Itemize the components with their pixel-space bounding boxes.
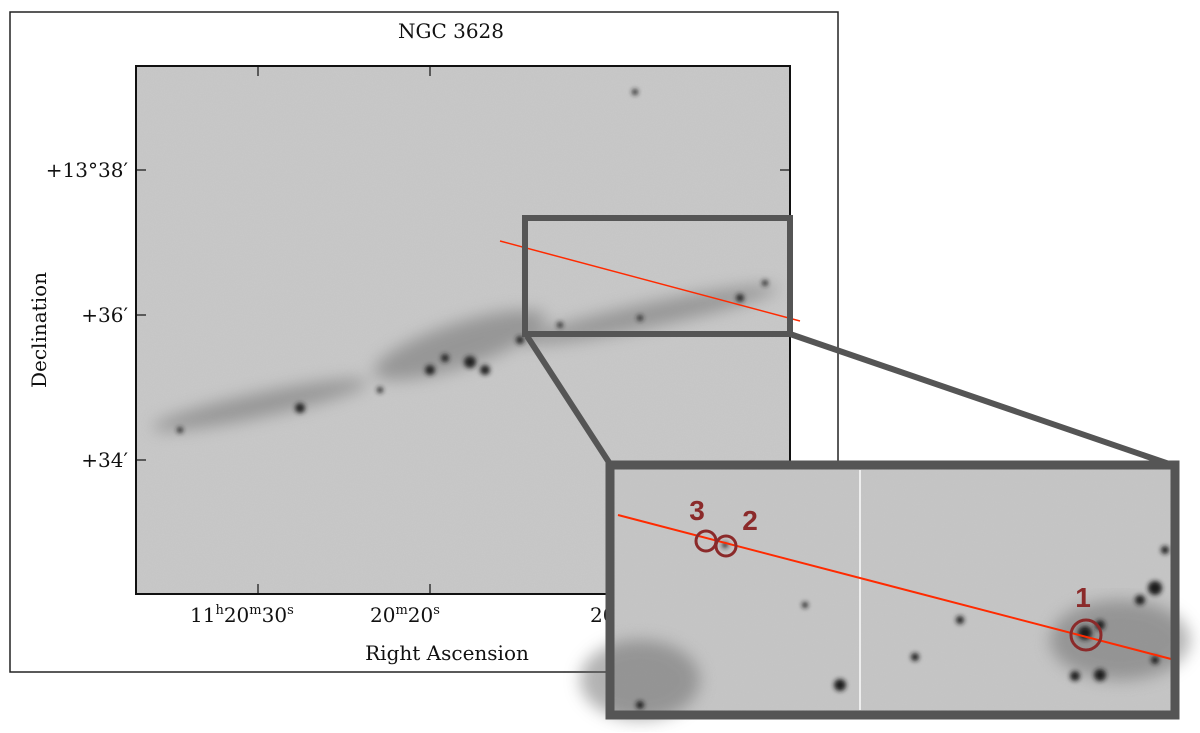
x-tick-label: 11h20m30s xyxy=(190,603,294,627)
x-axis-label: Right Ascension xyxy=(365,641,529,665)
inset xyxy=(580,460,1190,720)
tick-marks xyxy=(136,66,790,594)
x-tick-label: 20m20s xyxy=(370,603,440,627)
tick-label-part: 30 xyxy=(262,603,287,627)
marker-label: 1 xyxy=(1075,582,1091,613)
tick-label-part: 20 xyxy=(224,603,249,627)
tick-label-sup: m xyxy=(249,603,261,618)
slit-line xyxy=(499,240,801,322)
zoom-connector xyxy=(789,331,1176,469)
tick-label-part: 11 xyxy=(190,603,215,627)
zoom-box xyxy=(522,215,793,337)
tick-label-sup: s xyxy=(287,603,294,618)
tick-label-sup: m xyxy=(395,603,407,618)
title: NGC 3628 xyxy=(398,19,504,43)
tick-label-sup: s xyxy=(433,603,440,618)
marker-label: 2 xyxy=(742,505,758,536)
tick-label-part: 20 xyxy=(370,603,395,627)
y-tick-label: +36′ xyxy=(81,303,128,327)
y-axis-label: Declination xyxy=(27,272,51,388)
tick-label-sup: h xyxy=(215,603,224,618)
y-tick-label: +34′ xyxy=(81,448,128,472)
tick-label-part: 20 xyxy=(408,603,433,627)
marker-label: 3 xyxy=(689,495,705,526)
zoom-connector xyxy=(524,334,615,469)
y-tick-label: +13°38′ xyxy=(46,158,129,182)
